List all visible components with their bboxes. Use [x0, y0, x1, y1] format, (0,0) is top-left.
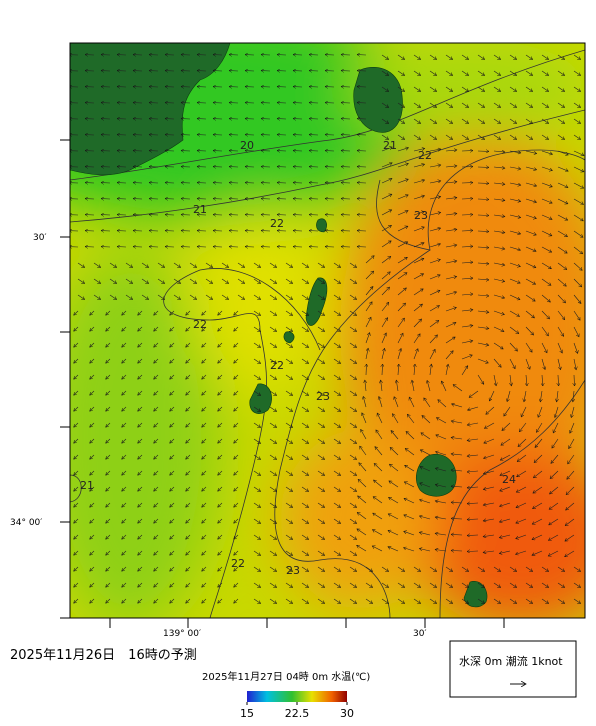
contour-label: 23 [414, 209, 428, 222]
contour-label: 21 [80, 479, 94, 492]
contour-label: 22 [270, 359, 284, 372]
temperature-field [0, 0, 596, 630]
contour-label: 21 [383, 139, 397, 152]
colorbar [247, 691, 347, 702]
contour-label: 22 [231, 557, 245, 570]
lat-label: 30′ [33, 233, 47, 243]
contour-label: 20 [240, 139, 254, 152]
contour-label: 21 [193, 203, 207, 216]
lon-label: 139° 00′ [163, 629, 201, 639]
legend-box [450, 641, 576, 697]
layer-title: 2025年11月27日 04時 0m 水温(℃) [202, 670, 370, 683]
lon-label: 30′ [413, 629, 427, 639]
contour-label: 24 [502, 473, 516, 486]
contour-label: 23 [316, 390, 330, 403]
forecast-title: 2025年11月26日 16時の予測 [10, 648, 197, 663]
legend-text: 水深 0m 潮流 1knot [459, 654, 563, 668]
lat-label: 34° 00′ [10, 518, 42, 528]
contour-label: 22 [193, 318, 207, 331]
colorbar-label: 30 [340, 707, 354, 720]
contour-label: 22 [270, 217, 284, 230]
contour-label: 22 [418, 149, 432, 162]
colorbar-label: 22.5 [285, 707, 310, 720]
colorbar-label: 15 [240, 707, 254, 720]
contour-label: 23 [286, 564, 300, 577]
